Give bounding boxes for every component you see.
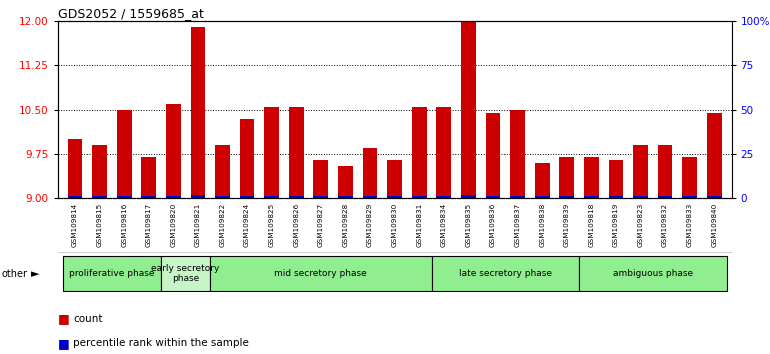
Bar — [584, 196, 599, 198]
Text: GSM109823: GSM109823 — [638, 202, 644, 247]
Text: GSM109839: GSM109839 — [564, 202, 570, 247]
Bar — [338, 166, 353, 198]
Bar — [92, 196, 107, 198]
Text: mid secretory phase: mid secretory phase — [274, 269, 367, 278]
Bar — [658, 196, 672, 198]
Bar — [412, 196, 427, 198]
Text: GSM109827: GSM109827 — [318, 202, 324, 247]
Text: GSM109815: GSM109815 — [96, 202, 102, 247]
Bar — [559, 157, 574, 198]
Bar — [313, 160, 328, 198]
Bar — [190, 27, 206, 198]
Text: GSM109837: GSM109837 — [514, 202, 521, 247]
Bar — [707, 196, 721, 198]
Bar — [584, 157, 599, 198]
Bar — [338, 196, 353, 198]
Bar — [633, 196, 648, 198]
Bar — [313, 196, 328, 198]
Text: GSM109832: GSM109832 — [662, 202, 668, 247]
Bar — [437, 107, 451, 198]
Bar — [682, 157, 697, 198]
Text: GSM109818: GSM109818 — [588, 202, 594, 247]
Bar — [142, 157, 156, 198]
Text: ambiguous phase: ambiguous phase — [613, 269, 693, 278]
Bar — [682, 196, 697, 198]
Bar — [215, 145, 230, 198]
Bar — [461, 21, 476, 198]
Bar — [511, 196, 525, 198]
Text: GSM109819: GSM109819 — [613, 202, 619, 247]
Text: GSM109830: GSM109830 — [392, 202, 397, 247]
Bar — [239, 196, 254, 198]
Text: GSM109840: GSM109840 — [711, 202, 718, 247]
Bar — [461, 195, 476, 198]
Bar — [363, 196, 377, 198]
Bar — [289, 107, 303, 198]
Bar — [117, 196, 132, 198]
Text: proliferative phase: proliferative phase — [69, 269, 155, 278]
Bar — [363, 148, 377, 198]
Text: GSM109821: GSM109821 — [195, 202, 201, 247]
Bar — [412, 107, 427, 198]
Bar — [559, 196, 574, 198]
Text: ■: ■ — [58, 312, 69, 325]
Bar — [166, 196, 181, 198]
Bar — [92, 145, 107, 198]
Text: early secretory
phase: early secretory phase — [152, 264, 219, 283]
Bar — [437, 196, 451, 198]
Bar — [142, 196, 156, 198]
Bar — [535, 196, 550, 198]
Text: late secretory phase: late secretory phase — [459, 269, 552, 278]
Text: GSM109826: GSM109826 — [293, 202, 300, 247]
Bar — [511, 110, 525, 198]
Text: GSM109831: GSM109831 — [417, 202, 422, 247]
Bar — [289, 196, 303, 198]
Bar — [387, 196, 402, 198]
Text: GSM109834: GSM109834 — [440, 202, 447, 247]
FancyBboxPatch shape — [210, 256, 431, 291]
Bar — [264, 107, 279, 198]
Bar — [486, 196, 500, 198]
Text: GSM109822: GSM109822 — [219, 202, 226, 247]
Bar — [166, 104, 181, 198]
Text: ■: ■ — [58, 337, 69, 350]
FancyBboxPatch shape — [431, 256, 579, 291]
Text: GSM109836: GSM109836 — [490, 202, 496, 247]
Text: GSM109816: GSM109816 — [121, 202, 127, 247]
Text: GSM109820: GSM109820 — [170, 202, 176, 247]
Bar — [264, 196, 279, 198]
FancyBboxPatch shape — [161, 256, 210, 291]
Text: GSM109833: GSM109833 — [687, 202, 693, 247]
Text: GSM109829: GSM109829 — [367, 202, 373, 247]
Text: GSM109828: GSM109828 — [343, 202, 349, 247]
Text: GDS2052 / 1559685_at: GDS2052 / 1559685_at — [58, 7, 203, 20]
Bar — [68, 139, 82, 198]
Bar — [387, 160, 402, 198]
FancyBboxPatch shape — [62, 256, 161, 291]
Text: percentile rank within the sample: percentile rank within the sample — [73, 338, 249, 348]
Text: GSM109817: GSM109817 — [146, 202, 152, 247]
Text: GSM109835: GSM109835 — [465, 202, 471, 247]
Text: ►: ► — [31, 269, 39, 279]
Bar — [117, 110, 132, 198]
Text: other: other — [2, 269, 28, 279]
Text: GSM109814: GSM109814 — [72, 202, 78, 247]
Bar — [535, 163, 550, 198]
Bar — [486, 113, 500, 198]
Bar — [215, 196, 230, 198]
Text: GSM109825: GSM109825 — [269, 202, 275, 247]
Bar — [633, 145, 648, 198]
Bar — [608, 160, 623, 198]
Text: count: count — [73, 314, 102, 324]
Bar — [190, 195, 206, 198]
Text: GSM109824: GSM109824 — [244, 202, 250, 247]
Bar — [239, 119, 254, 198]
Bar — [707, 113, 721, 198]
FancyBboxPatch shape — [579, 256, 727, 291]
Bar — [68, 196, 82, 198]
Bar — [608, 196, 623, 198]
Bar — [658, 145, 672, 198]
Text: GSM109838: GSM109838 — [539, 202, 545, 247]
